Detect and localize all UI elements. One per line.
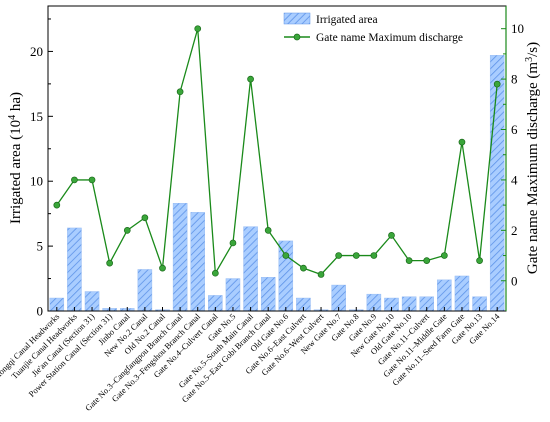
line-series [53, 25, 501, 278]
discharge-point [282, 252, 290, 259]
y2-tick-label: 2 [511, 223, 518, 238]
bar [172, 203, 188, 312]
bar [454, 275, 470, 312]
discharge-point [194, 25, 202, 33]
discharge-point [476, 257, 483, 264]
y-axis-title: Irrigated area (104 ha) [7, 92, 24, 224]
y2-tick-label: 6 [511, 122, 518, 137]
discharge-point [88, 176, 96, 184]
discharge-point [388, 232, 395, 239]
bar [260, 277, 276, 312]
left-axis: 0 5 10 15 20 [30, 18, 53, 319]
legend-label-bar: Irrigated area [316, 14, 378, 26]
discharge-point [370, 252, 378, 259]
discharge-point [212, 269, 219, 277]
discharge-point [264, 226, 272, 234]
bar [225, 278, 241, 312]
bar [190, 212, 205, 312]
y-tick-label: 20 [30, 44, 43, 59]
bar-series [49, 55, 505, 312]
discharge-point [300, 264, 307, 272]
discharge-point [53, 201, 61, 209]
y-tick-label: 5 [37, 239, 44, 254]
legend: Irrigated area Gate name Maximum dischar… [283, 12, 463, 44]
discharge-point [176, 88, 184, 96]
y2-tick-label: 0 [511, 273, 518, 288]
discharge-point [141, 214, 149, 222]
discharge-point [352, 252, 360, 259]
discharge-point [159, 264, 166, 272]
bar [67, 227, 82, 312]
discharge-point [441, 252, 448, 259]
discharge-point [405, 257, 413, 264]
plot-frame [47, 5, 507, 312]
bar [437, 279, 452, 312]
legend-swatch-marker [293, 33, 301, 41]
legend-swatch-bar [283, 12, 311, 25]
discharge-point [106, 259, 114, 267]
y-tick-label: 0 [37, 304, 44, 319]
discharge-point [493, 80, 501, 88]
y2-axis-title: Gate name Maximum discharge (m3/s) [524, 42, 541, 274]
y-tick-label: 10 [30, 174, 43, 189]
y2-tick-label: 8 [511, 72, 518, 87]
discharge-point [247, 75, 254, 83]
bar [243, 226, 258, 312]
discharge-point [317, 271, 325, 278]
y2-tick-label: 10 [511, 21, 524, 36]
discharge-point [335, 252, 342, 259]
legend-label-line: Gate name Maximum discharge [316, 32, 463, 44]
discharge-line [56, 28, 498, 276]
bar [278, 240, 294, 312]
bar [137, 269, 153, 312]
discharge-point [123, 226, 131, 234]
discharge-point [458, 138, 466, 146]
right-axis: 0 2 4 6 8 10 [501, 6, 524, 311]
discharge-point [229, 239, 237, 247]
bar [489, 55, 505, 312]
y2-tick-label: 4 [511, 172, 518, 187]
discharge-point [423, 257, 431, 264]
y-tick-label: 15 [30, 109, 43, 124]
discharge-point [71, 176, 78, 184]
